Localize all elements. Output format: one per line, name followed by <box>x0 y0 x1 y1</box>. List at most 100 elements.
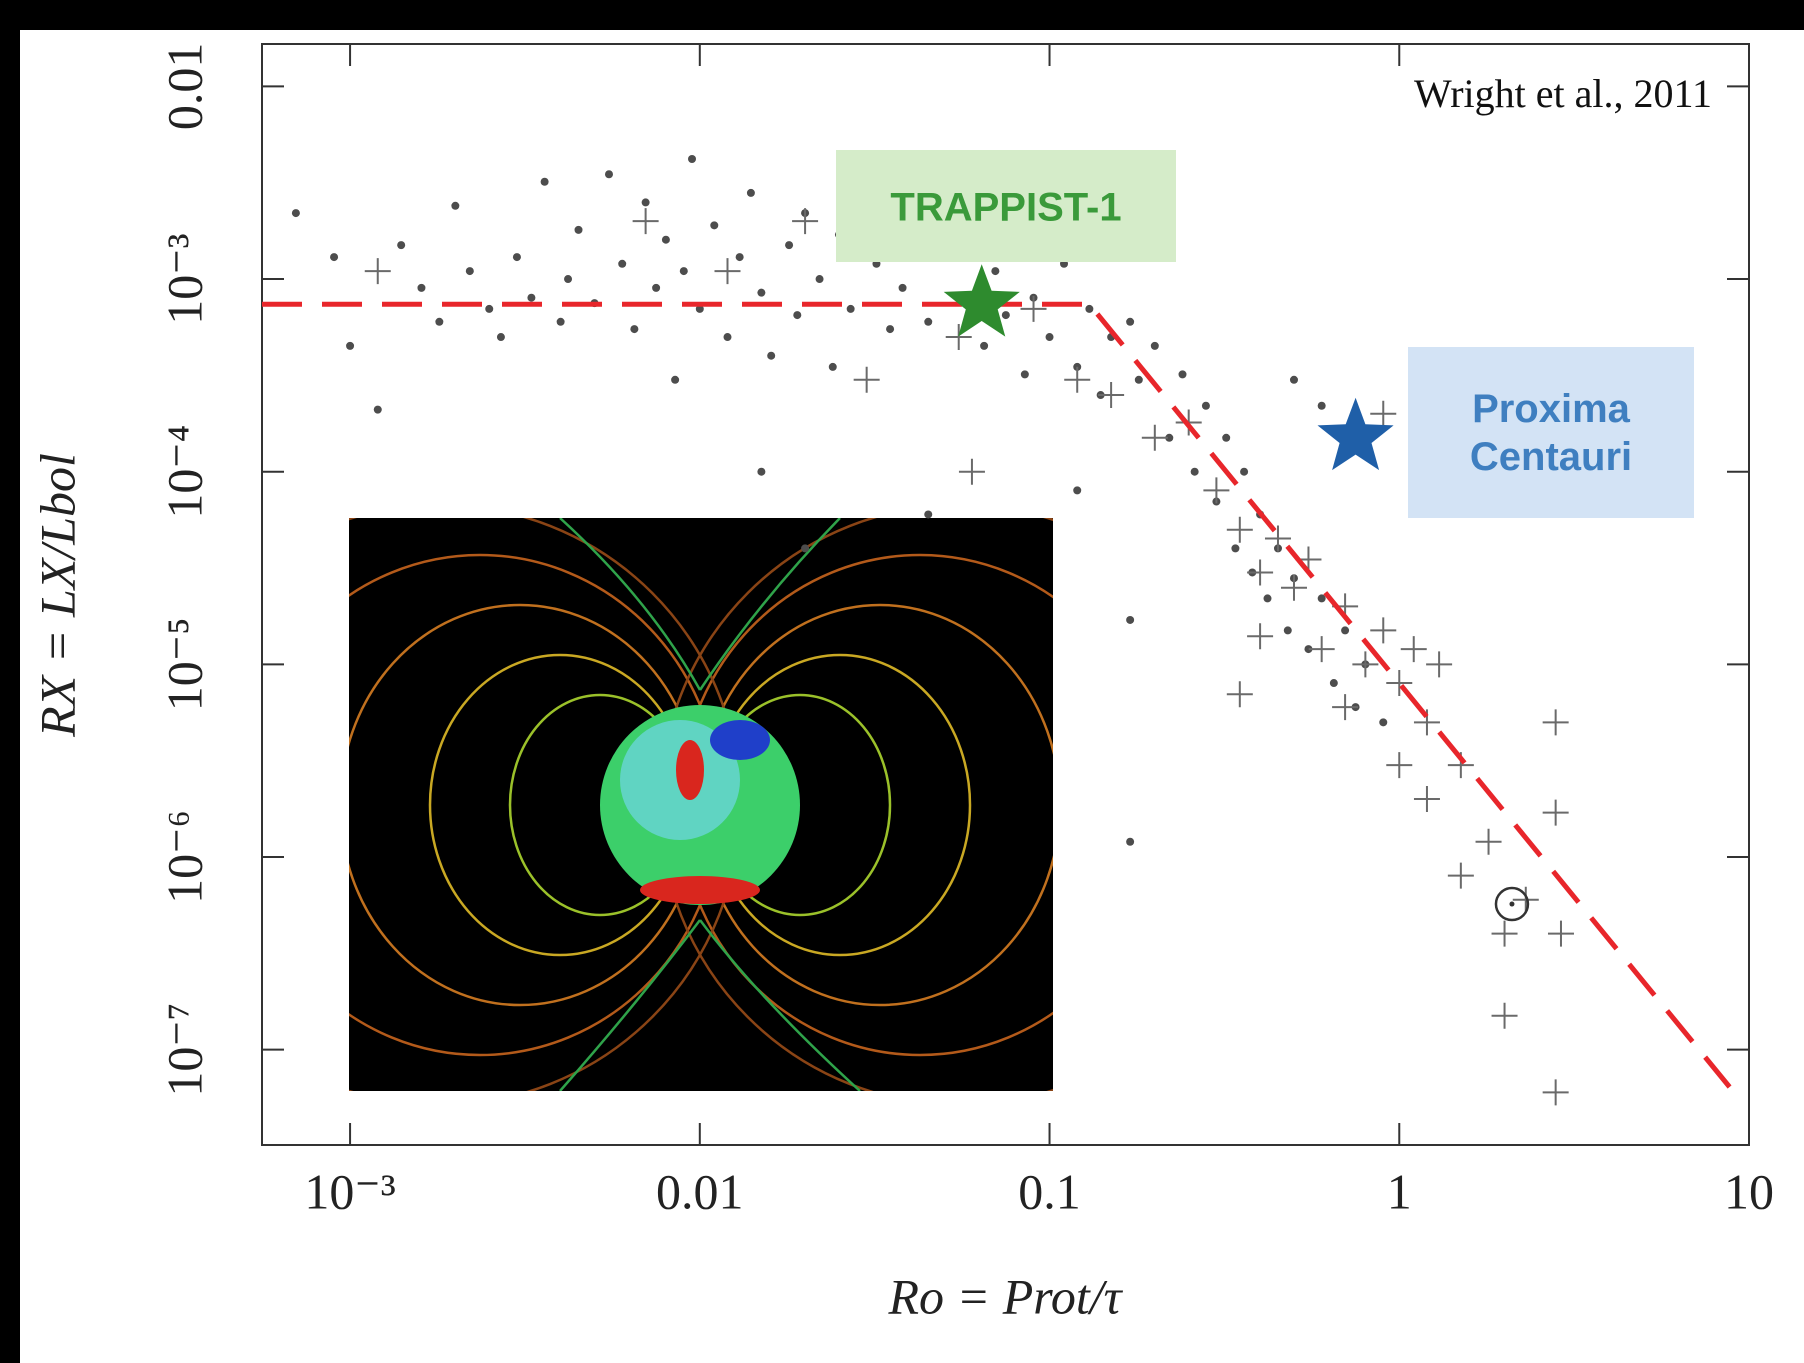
dot <box>1231 544 1240 553</box>
dot <box>1317 401 1326 410</box>
plus <box>1020 295 1047 322</box>
plus <box>1370 617 1397 644</box>
y-tick-label: 10⁻⁷ <box>156 1003 212 1097</box>
plus <box>1308 636 1335 663</box>
x-tick-label: 10 <box>1724 1163 1774 1219</box>
dot <box>641 198 650 207</box>
citation: Wright et al., 2011 <box>1414 71 1712 116</box>
dot <box>688 154 697 163</box>
dot <box>1289 375 1298 384</box>
dot <box>1317 594 1326 603</box>
dot <box>1178 370 1187 379</box>
y-tick-label: 10⁻³ <box>156 233 212 324</box>
x-tick-label: 0.01 <box>656 1163 744 1219</box>
plus <box>1141 424 1168 451</box>
dot <box>1126 615 1135 624</box>
dot <box>1085 304 1094 313</box>
dot <box>556 317 565 326</box>
dot <box>815 275 824 284</box>
plus <box>1370 400 1397 427</box>
y-tick-label: 0.01 <box>156 43 212 130</box>
dot <box>1341 626 1350 635</box>
plus <box>1542 799 1569 826</box>
dot <box>564 275 573 284</box>
dot <box>465 267 474 276</box>
dot <box>991 267 1000 276</box>
star-spot <box>710 720 770 760</box>
dot <box>723 333 732 342</box>
dot <box>1379 718 1388 727</box>
dot <box>679 267 688 276</box>
dot <box>451 201 460 210</box>
plus <box>792 208 819 235</box>
plus <box>1447 862 1474 889</box>
dot <box>1190 467 1199 476</box>
dot <box>1001 311 1010 320</box>
y-tick-label: 10⁻⁵ <box>156 617 212 711</box>
label-box <box>836 150 1176 262</box>
dot <box>574 225 583 234</box>
dot <box>417 283 426 292</box>
y-axis-label: RX = LX/Lbol <box>29 453 85 738</box>
plus <box>1203 477 1230 504</box>
dot <box>898 283 907 292</box>
dot <box>1263 594 1272 603</box>
plus <box>1280 574 1307 601</box>
plus <box>632 208 659 235</box>
dot <box>785 241 794 250</box>
plus <box>1426 651 1453 678</box>
plus <box>1512 886 1539 913</box>
star-marker <box>1317 397 1394 471</box>
dot <box>291 209 300 218</box>
x-tick-label: 1 <box>1387 1163 1412 1219</box>
plus <box>1264 525 1291 552</box>
plus <box>714 258 741 285</box>
dot <box>746 188 755 197</box>
star-spot <box>676 740 704 800</box>
dot <box>397 241 406 250</box>
dot <box>604 170 613 179</box>
dot <box>652 283 661 292</box>
dot <box>924 317 933 326</box>
star-marker <box>943 264 1020 337</box>
plus <box>1386 670 1413 697</box>
plus <box>945 324 972 351</box>
x-tick-label: 0.1 <box>1018 1163 1081 1219</box>
dot <box>1020 370 1029 379</box>
dot <box>1045 333 1054 342</box>
dot <box>710 221 719 230</box>
label: Proxima Centauri <box>1469 386 1633 479</box>
dot <box>980 341 989 350</box>
dot <box>485 304 494 313</box>
dot <box>1073 486 1082 495</box>
dot <box>496 333 505 342</box>
dot <box>1126 317 1135 326</box>
plus <box>1491 1002 1518 1029</box>
inset-image <box>349 518 1053 1091</box>
dot <box>1283 626 1292 635</box>
dot <box>512 253 521 262</box>
plus <box>1475 828 1502 855</box>
x-axis-label: Ro = Prot/τ <box>887 1268 1123 1324</box>
dot <box>527 293 536 302</box>
plus <box>1332 694 1359 721</box>
dot <box>767 351 776 360</box>
plus <box>1547 920 1574 947</box>
plus <box>1226 681 1253 708</box>
plus <box>1491 920 1518 947</box>
dot <box>757 288 766 297</box>
dot <box>1150 341 1159 350</box>
model-line <box>262 301 1732 1089</box>
dot <box>435 317 444 326</box>
dot <box>735 253 744 262</box>
dot <box>1304 645 1313 654</box>
dot <box>1126 837 1135 846</box>
dot <box>846 304 855 313</box>
dot <box>330 253 339 262</box>
plot-frame <box>261 43 1750 1146</box>
dot <box>1240 467 1249 476</box>
label-wrap: Proxima Centauri <box>1469 386 1633 479</box>
dot <box>661 235 670 244</box>
